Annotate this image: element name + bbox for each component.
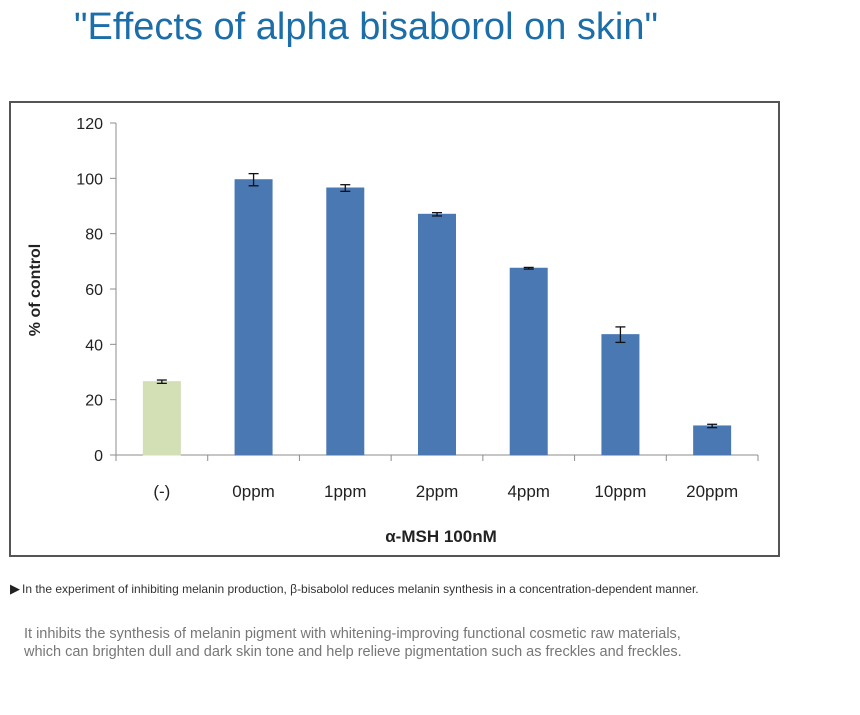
x-tick-label: 2ppm — [416, 482, 459, 501]
description-line-1: It inhibits the synthesis of melanin pig… — [24, 626, 681, 642]
bar-1ppm — [326, 187, 365, 456]
x-tick-label: 1ppm — [324, 482, 367, 501]
y-tick-label: 0 — [94, 448, 103, 465]
caption-arrow-icon: ▶ — [10, 581, 20, 596]
x-axis-title: α-MSH 100nM — [385, 527, 497, 546]
y-tick-label: 120 — [76, 116, 103, 133]
chart-frame: 0 20 40 60 80 100 120 (-) 0ppm 1ppm 2ppm 4ppm 10ppm 2… — [9, 101, 780, 557]
y-tick-label: 20 — [85, 393, 103, 410]
y-tick-label: 60 — [85, 282, 103, 299]
x-tick-label: 20ppm — [686, 482, 738, 501]
x-tick-label: 0ppm — [232, 482, 275, 501]
bar-2ppm — [418, 213, 456, 456]
x-tick-label: 10ppm — [594, 482, 646, 501]
y-tick-label: 80 — [85, 227, 103, 244]
bar-chart: 0 20 40 60 80 100 120 (-) 0ppm 1ppm 2ppm 4ppm 10ppm 2… — [27, 116, 759, 546]
description: It inhibits the synthesis of melanin pig… — [24, 625, 784, 661]
x-tick-label: 4ppm — [507, 482, 550, 501]
description-line-2: which can brighten dull and dark skin to… — [24, 644, 682, 660]
y-tick-label: 100 — [76, 171, 103, 188]
page-title: "Effects of alpha bisaborol on skin" — [74, 6, 658, 48]
bar-4ppm — [509, 267, 548, 456]
figure-caption: ▶ In the experiment of inhibiting melanin… — [10, 581, 699, 597]
x-tick-label: (-) — [153, 482, 170, 501]
bar-20ppm — [693, 425, 732, 456]
bar-(-) — [142, 381, 181, 456]
bar-10ppm — [601, 334, 640, 456]
caption-text: In the experiment of inhibiting melanin … — [22, 582, 699, 596]
bar-0ppm — [234, 179, 273, 456]
y-tick-label: 40 — [85, 337, 103, 354]
y-axis-title: % of control — [27, 244, 44, 336]
